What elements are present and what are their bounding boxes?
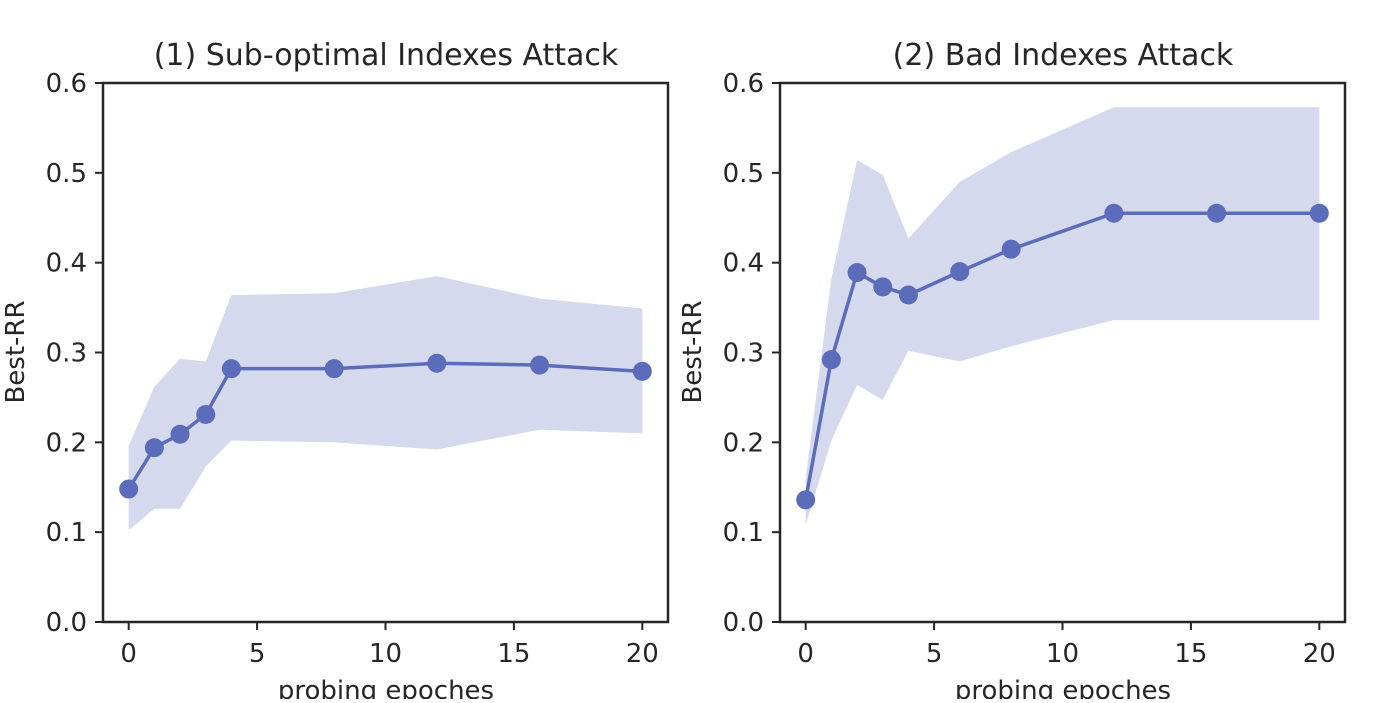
chart-title: (2) Bad Indexes Attack [893, 38, 1234, 73]
data-point [1207, 203, 1227, 223]
x-axis-label: probing epoches [955, 676, 1171, 699]
data-point [427, 353, 447, 373]
data-point [950, 262, 970, 282]
x-tick-label: 0 [120, 639, 137, 669]
data-point [898, 285, 918, 305]
x-tick-label: 5 [249, 639, 266, 669]
data-point [170, 424, 190, 444]
panel-sub-optimal-indexes: (1) Sub-optimal Indexes Attack Best-RR p… [1, 38, 670, 703]
y-tick-label: 0.2 [46, 428, 87, 458]
panel-bad-indexes: (2) Bad Indexes Attack Best-RR probing e… [678, 38, 1347, 703]
x-tick-label: 20 [1303, 639, 1336, 669]
confidence-band [128, 276, 643, 531]
x-tick-label: 15 [497, 639, 530, 669]
y-axis-label: Best-RR [1, 300, 31, 403]
data-point [873, 277, 893, 297]
y-tick-label: 0.3 [723, 339, 764, 369]
chart-title: (1) Sub-optimal Indexes Attack [154, 38, 619, 73]
y-tick-label: 0.4 [46, 249, 87, 279]
data-point [221, 359, 241, 379]
y-tick-label: 0.3 [46, 339, 87, 369]
y-tick-label: 0.6 [46, 69, 87, 99]
data-point [1104, 203, 1124, 223]
data-point [1309, 203, 1329, 223]
data-point [324, 359, 344, 379]
y-tick-label: 0.0 [723, 608, 764, 638]
x-tick-label: 10 [369, 639, 402, 669]
data-point [847, 263, 867, 283]
data-point [144, 438, 164, 458]
x-tick-label: 10 [1046, 639, 1079, 669]
y-tick-label: 0.1 [46, 518, 87, 548]
y-tick-label: 0.0 [46, 608, 87, 638]
data-point [1001, 239, 1021, 259]
y-tick-label: 0.5 [723, 159, 764, 189]
y-tick-label: 0.5 [46, 159, 87, 189]
x-tick-label: 15 [1174, 639, 1207, 669]
data-point [530, 355, 550, 375]
x-tick-label: 20 [626, 639, 659, 669]
y-tick-label: 0.2 [723, 428, 764, 458]
data-point [196, 404, 216, 424]
confidence-band [805, 107, 1320, 525]
x-tick-label: 5 [926, 639, 943, 669]
x-tick-label: 0 [797, 639, 814, 669]
data-point [119, 479, 139, 499]
data-point [821, 350, 841, 370]
y-tick-label: 0.4 [723, 249, 764, 279]
series-line [803, 211, 1320, 501]
x-axis-label: probing epoches [278, 676, 494, 699]
data-point [796, 490, 816, 510]
y-tick-label: 0.6 [723, 69, 764, 99]
y-tick-label: 0.1 [723, 518, 764, 548]
y-axis-label: Best-RR [678, 300, 708, 403]
data-point [632, 361, 652, 381]
